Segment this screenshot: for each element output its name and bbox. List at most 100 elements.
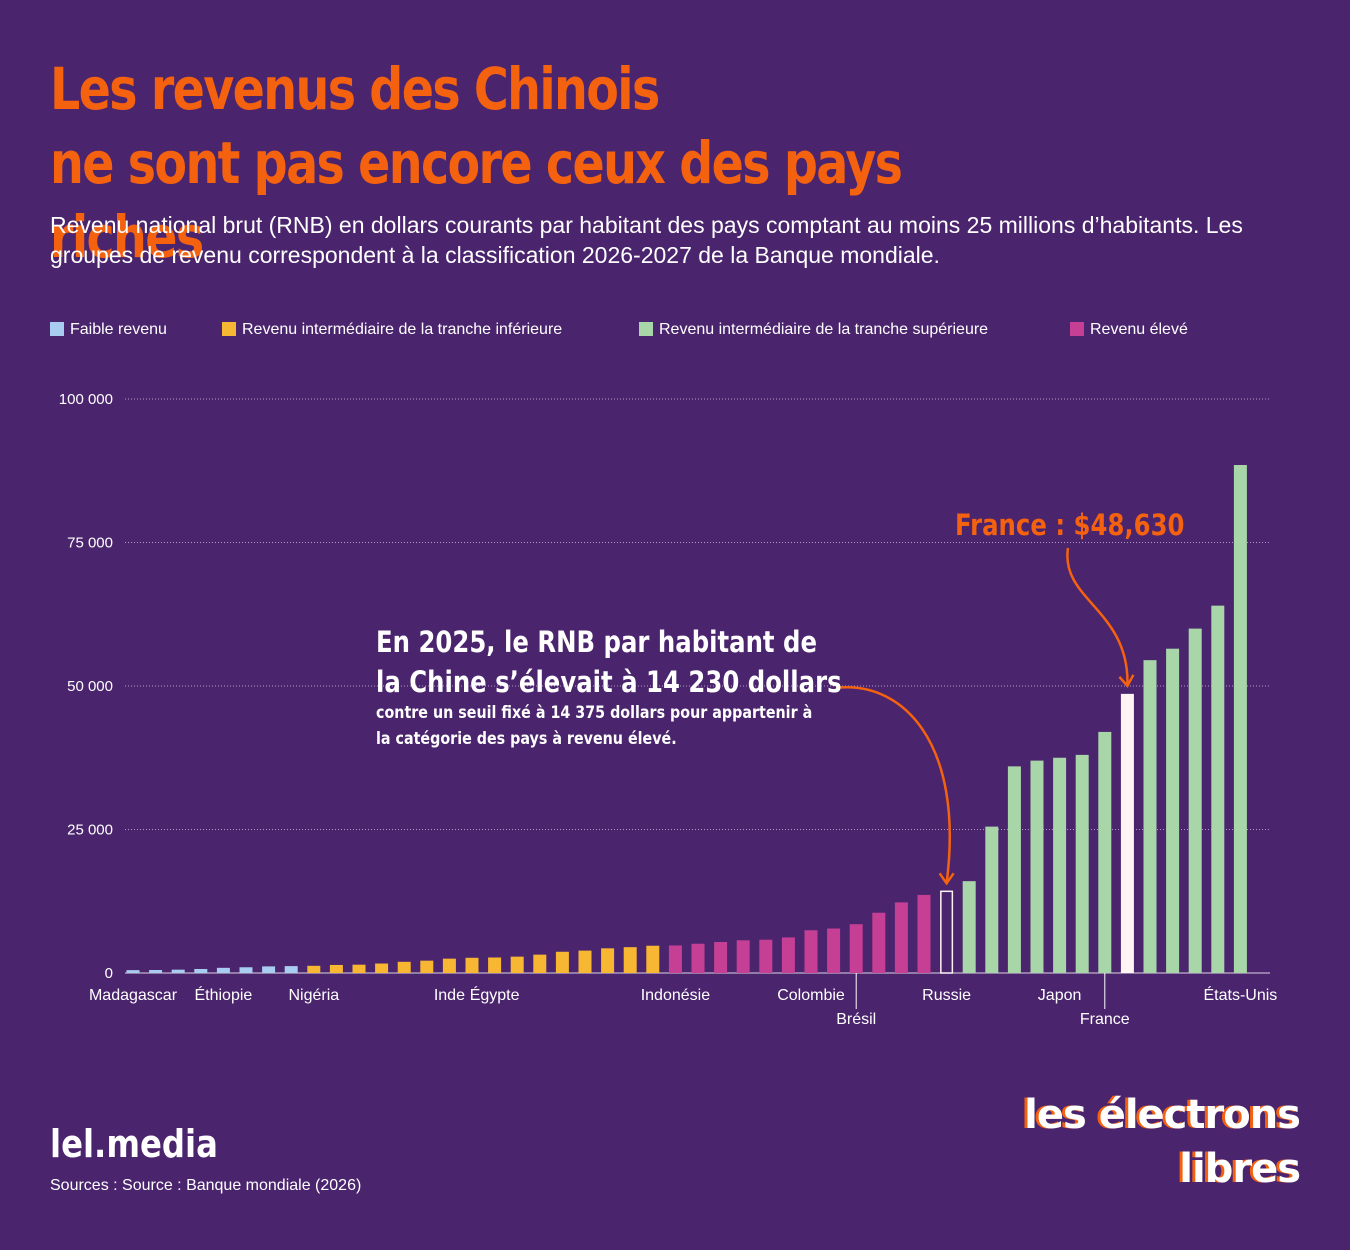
china-annotation-main: En 2025, le RNB par habitant de la Chine… (376, 625, 842, 699)
arrowhead-france (1118, 674, 1135, 689)
x-tick-label: Colombie (777, 987, 845, 1004)
bar (307, 965, 321, 973)
bar (1188, 628, 1202, 973)
bar (510, 956, 524, 973)
bar (1053, 757, 1067, 973)
chart-subtitle: Revenu national brut (RNB) en dollars co… (50, 212, 1243, 268)
x-tick-label: Brésil (836, 1011, 876, 1028)
brand-name: lel.media (50, 1122, 218, 1166)
bar (397, 961, 411, 973)
bar (420, 960, 434, 973)
bar (804, 930, 818, 973)
bar (1211, 605, 1225, 973)
x-axis-labels: Madagascar Éthiopie Nigéria Inde Égypte Indon… (89, 973, 1277, 1028)
bar (488, 957, 502, 973)
y-tick-label: 50 000 (67, 678, 113, 695)
bar (149, 970, 163, 973)
legend-swatch-upper-middle (639, 322, 653, 336)
arrow-china (835, 686, 952, 884)
bar (781, 937, 795, 973)
legend-label-lower-middle: Revenu intermédiaire de la tranche infér… (242, 321, 563, 338)
y-tick-label: 100 000 (59, 391, 113, 408)
bar (1098, 731, 1112, 973)
bar (1007, 766, 1021, 973)
china-annotation-sub: contre un seuil fixé à 14 375 dollars po… (376, 703, 813, 749)
chart-title: Les revenus des Chinois ne sont pas enco… (50, 52, 1034, 274)
bar (1143, 660, 1157, 973)
x-tick-label: Égypte (470, 985, 520, 1004)
china-annotation: En 2025, le RNB par habitant de la Chine… (376, 622, 846, 752)
logo-line-2: libres (1179, 1146, 1301, 1192)
legend-item-lower-middle: Revenu intermédiaire de la tranche infér… (222, 320, 562, 340)
bar (239, 967, 253, 973)
bar (555, 951, 569, 973)
bar-highlight-china (940, 890, 954, 974)
bar (917, 894, 931, 973)
legend-label-high: Revenu élevé (1090, 321, 1188, 338)
bar (329, 964, 343, 973)
bar (1075, 754, 1089, 973)
bar (126, 970, 140, 973)
bar (352, 964, 366, 973)
legend-item-low: Faible revenu (50, 320, 167, 340)
bar (872, 912, 886, 973)
bar (623, 947, 637, 973)
annotation-arrows (835, 547, 1135, 886)
source-note: Sources : Source : Banque mondiale (2026… (50, 1177, 362, 1194)
bar (985, 826, 999, 973)
bar (759, 939, 773, 973)
y-tick-label: 25 000 (67, 822, 113, 839)
bar (601, 948, 615, 973)
bar (262, 966, 276, 973)
x-tick-label: Russie (922, 987, 971, 1004)
logo-line-1: les électrons (1024, 1092, 1301, 1138)
bar (171, 969, 185, 973)
arrowhead-china (938, 872, 955, 886)
bar (646, 945, 660, 973)
x-tick-label: États-Unis (1204, 985, 1278, 1004)
bar (1233, 465, 1247, 973)
x-tick-label: Madagascar (89, 987, 178, 1004)
bar (578, 950, 592, 973)
bar (894, 902, 908, 973)
france-annotation: France : $48,630 (955, 508, 1185, 542)
bar (216, 967, 230, 973)
x-tick-label: Inde (434, 987, 465, 1004)
bar (849, 924, 863, 973)
bar (375, 963, 389, 973)
publisher-logo: les électrons libres (1024, 1092, 1301, 1202)
bar (962, 881, 976, 973)
legend-swatch-lower-middle (222, 322, 236, 336)
bar-highlight-france (1120, 693, 1134, 973)
legend-label-low: Faible revenu (70, 321, 167, 338)
bar (1166, 648, 1180, 973)
y-tick-label: 75 000 (67, 535, 113, 552)
legend-swatch-high (1070, 322, 1084, 336)
chart-title-text: Les revenus des Chinois ne sont pas enco… (50, 55, 903, 271)
x-tick-label: Indonésie (641, 987, 710, 1004)
y-axis-ticks: 0 25 000 50 000 75 000 100 000 (59, 391, 113, 982)
bar (736, 940, 750, 973)
legend-item-upper-middle: Revenu intermédiaire de la tranche supér… (639, 320, 988, 340)
legend-label-upper-middle: Revenu intermédiaire de la tranche supér… (659, 321, 989, 338)
legend-item-high: Revenu élevé (1070, 320, 1188, 340)
y-tick-label: 0 (105, 965, 113, 982)
bars (126, 465, 1247, 974)
bar (1030, 760, 1044, 973)
bar (284, 966, 298, 973)
bar (691, 943, 705, 973)
legend-swatch-low (50, 322, 64, 336)
x-tick-label: Éthiopie (194, 985, 252, 1004)
arrow-france (1066, 547, 1129, 686)
bar (533, 954, 547, 973)
x-tick-label: Nigéria (288, 987, 339, 1004)
x-tick-label: France (1080, 1011, 1130, 1028)
bar (827, 928, 841, 973)
x-tick-label: Japon (1038, 987, 1082, 1004)
bar (194, 968, 208, 973)
bar (714, 942, 728, 973)
bar (668, 945, 682, 973)
bar (465, 957, 479, 973)
bar (442, 958, 456, 973)
